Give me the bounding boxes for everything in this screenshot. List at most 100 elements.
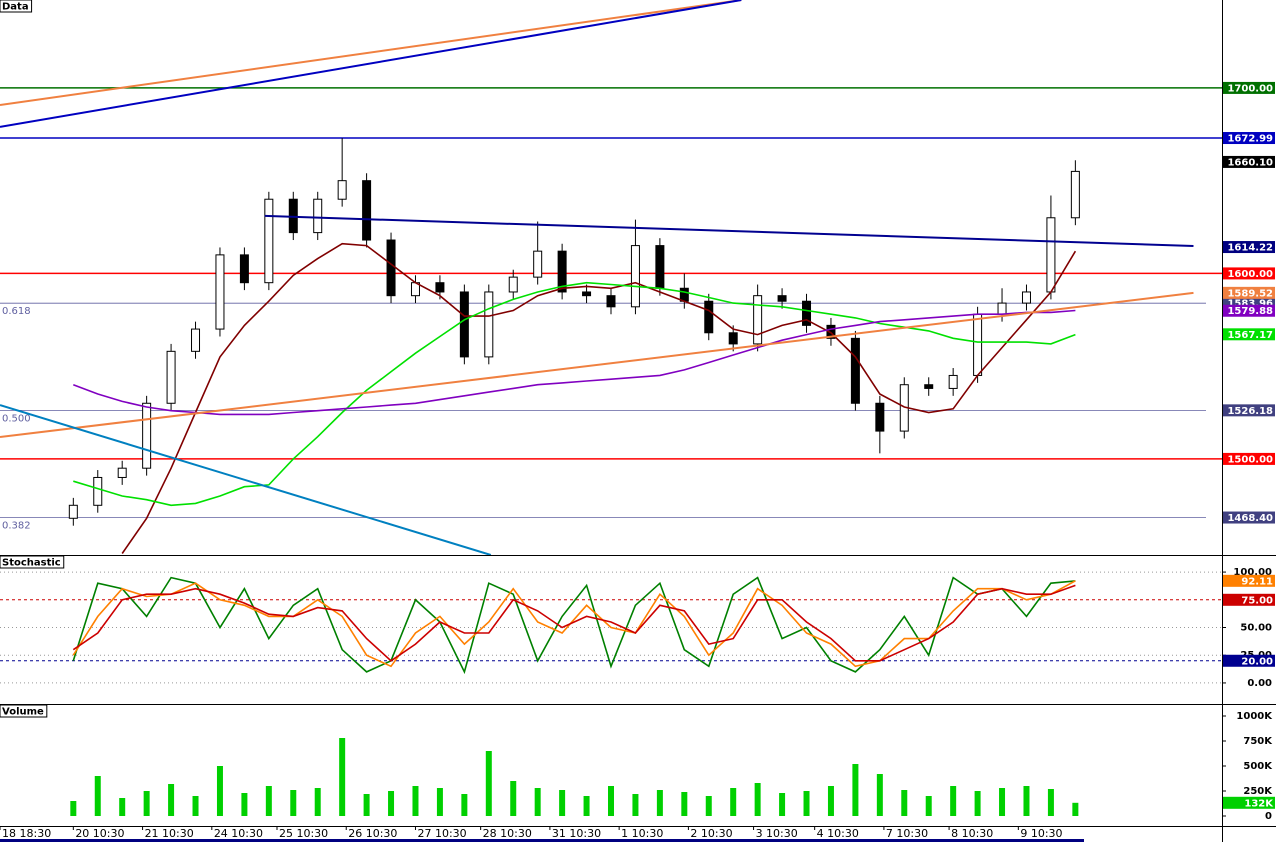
x-tick-label: 3 10:30 — [756, 827, 798, 840]
indicator-line — [121, 242, 1077, 554]
candle-body — [459, 291, 469, 358]
volume-bar — [192, 796, 199, 816]
candle-body — [875, 402, 885, 432]
volume-bar — [876, 774, 883, 816]
panel: 0.618 0.500 0.382 — [0, 0, 1222, 555]
candle-body — [264, 198, 274, 284]
volume-bar — [412, 786, 419, 816]
price-tag: 1614.22 — [1227, 243, 1273, 254]
y-tick-label: 0 — [1265, 811, 1272, 822]
volume-bar — [1072, 802, 1079, 816]
x-tick-label: 27 10:30 — [417, 827, 466, 840]
candle-body — [362, 180, 372, 241]
price-tag-bg — [1223, 452, 1275, 465]
price-tag: 1589.52 — [1227, 288, 1273, 299]
x-tick-label: 28 10:30 — [483, 827, 532, 840]
volume-bar — [119, 798, 126, 816]
volume-bar — [974, 791, 981, 816]
price-tag-bg — [1223, 267, 1275, 280]
indicator-line — [73, 309, 1076, 416]
candle-body — [117, 467, 127, 478]
candle-body — [435, 282, 445, 293]
price-tag-bg — [1223, 241, 1275, 254]
candle-body — [68, 504, 78, 519]
volume-bar — [1023, 786, 1030, 816]
candle-body — [1070, 170, 1080, 219]
volume-bar — [363, 794, 370, 816]
candle-body — [215, 254, 225, 330]
candle-body — [484, 291, 494, 358]
candle-body — [386, 239, 396, 297]
volume-bar — [1047, 789, 1054, 816]
x-tick-label: 7 10:30 — [886, 827, 928, 840]
volume-bar — [608, 786, 614, 816]
price-tag-bg — [1223, 593, 1275, 606]
price-tag: 1583.96 — [1227, 299, 1273, 310]
fib-ratio: 0.618 — [2, 306, 31, 317]
candle-body — [93, 476, 103, 506]
candle-body — [508, 276, 518, 293]
volume-bar — [314, 788, 321, 816]
price-tag-bg — [1223, 404, 1275, 417]
y-tick-label: 750K — [1243, 736, 1273, 747]
volume-bar — [94, 776, 101, 816]
candle-body — [1046, 217, 1056, 293]
x-tick-label: 24 10:30 — [214, 827, 263, 840]
y-tick-label: 100.00 — [1233, 567, 1272, 578]
volume-bar — [681, 792, 688, 816]
x-tick-label: 21 10:30 — [145, 827, 194, 840]
volume-bar — [632, 794, 639, 816]
fib-ratio: 0.382 — [2, 521, 31, 532]
y-tick-label: 250K — [1243, 786, 1273, 797]
price-tag: 132K — [1244, 798, 1274, 809]
candle-body — [533, 250, 543, 278]
panel-title-bg — [0, 555, 65, 569]
x-tick-label: 25 10:30 — [279, 827, 328, 840]
x-tick-label: 8 10:30 — [951, 827, 993, 840]
price-tag-bg — [1223, 286, 1275, 299]
price-tag: 1567.17 — [1227, 330, 1273, 341]
volume-bar — [583, 796, 590, 816]
panel-title: Volume — [2, 707, 44, 718]
candle-body — [142, 402, 152, 469]
trend-line — [0, 0, 742, 128]
x-tick-label: 4 10:30 — [817, 827, 859, 840]
volume-bar — [143, 791, 150, 816]
price-tag-bg — [1223, 654, 1275, 667]
candle-body — [777, 295, 787, 302]
y-tick-label: 50.00 — [1240, 623, 1272, 634]
price-tag-bg — [1223, 328, 1275, 341]
panel-title: Data — [2, 2, 29, 13]
volume-bar — [656, 790, 663, 816]
price-tag: 75.00 — [1241, 595, 1273, 606]
candle-body — [582, 291, 592, 297]
candle-body — [191, 328, 201, 352]
y-tick-label: 0.00 — [1247, 678, 1272, 689]
y-tick-label: 500K — [1243, 761, 1273, 772]
volume-bar — [216, 766, 223, 816]
volume-bar — [999, 788, 1006, 816]
candle-body — [973, 313, 983, 376]
volume-bar — [559, 790, 566, 816]
volume-bar — [852, 764, 859, 816]
x-tick-label: 31 10:30 — [552, 827, 601, 840]
candle-body — [826, 324, 836, 339]
x-tick-label: 20 10:30 — [75, 827, 124, 840]
candle-body — [557, 250, 567, 293]
x-tick-label: 1 10:30 — [621, 827, 663, 840]
price-tag: 1579.88 — [1227, 306, 1273, 317]
volume-bar — [779, 793, 786, 816]
trend-line — [264, 214, 1194, 247]
indicator-line — [72, 580, 1076, 668]
volume-bar — [534, 788, 541, 816]
volume-bar — [510, 781, 517, 816]
price-tag-bg — [1223, 574, 1275, 587]
price-tag-bg — [1223, 132, 1275, 145]
candle-body — [606, 295, 616, 308]
candle-body — [850, 337, 860, 404]
volume-bar — [339, 738, 346, 816]
volume-bar — [241, 793, 248, 816]
time-strip — [0, 839, 1084, 842]
x-tick-label: 26 10:30 — [348, 827, 397, 840]
